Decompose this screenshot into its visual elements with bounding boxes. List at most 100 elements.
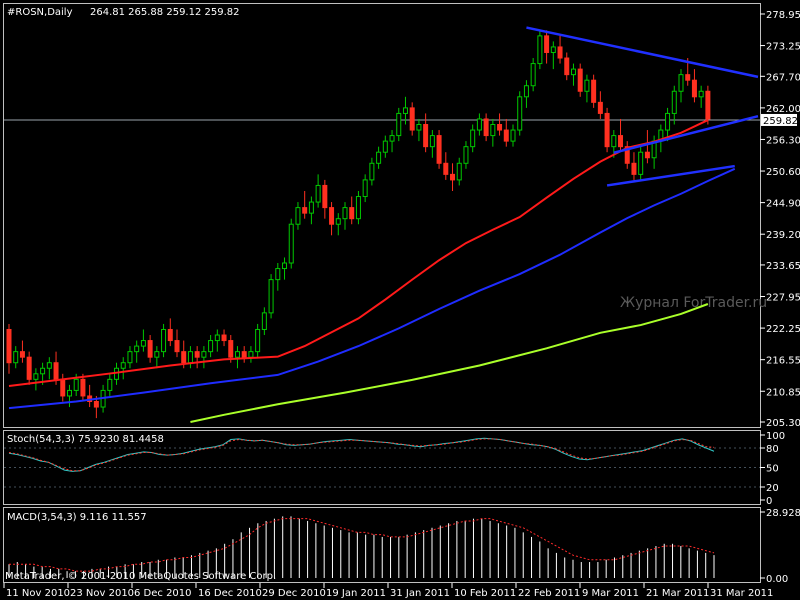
candle — [436, 130, 442, 169]
candle — [591, 74, 597, 108]
candle — [456, 157, 462, 186]
candle — [241, 346, 247, 363]
stoch-tick-label: 100 — [766, 431, 785, 442]
candle — [87, 384, 93, 408]
candle — [120, 357, 126, 380]
candle — [308, 196, 314, 225]
stoch-tick-label: 50 — [766, 464, 779, 475]
candle — [19, 340, 25, 363]
moving-average-mid — [8, 167, 736, 410]
trendline[interactable] — [526, 26, 759, 79]
candle — [174, 329, 180, 358]
date-tick-label: 29 Dec 2010 — [262, 588, 326, 599]
price-tick-label: 278.95 — [766, 10, 800, 21]
candle — [389, 130, 395, 153]
candle — [463, 141, 469, 169]
candle — [255, 323, 261, 358]
stoch-tick-label: 80 — [766, 444, 779, 455]
candle — [355, 190, 361, 225]
price-tick-label: 210.85 — [766, 387, 800, 398]
candle — [429, 130, 435, 158]
trendline[interactable] — [606, 164, 735, 187]
candle — [450, 163, 456, 191]
candle — [510, 124, 516, 147]
candle — [631, 152, 637, 180]
current-price-label: 259.82 — [763, 116, 798, 127]
candle — [678, 69, 684, 103]
macd-indicator[interactable] — [8, 516, 715, 578]
candle — [221, 329, 227, 347]
candle — [624, 141, 630, 169]
candle — [691, 69, 697, 103]
candle — [402, 96, 408, 125]
candle — [382, 135, 388, 158]
candle — [342, 202, 348, 230]
candle — [376, 146, 382, 169]
ohlc-readout: 264.81 265.88 259.12 259.82 — [90, 7, 240, 18]
candle — [201, 346, 207, 369]
date-tick-label: 31 Mar 2011 — [710, 588, 773, 599]
price-axis: 278.95 273.25 267.70 262.00 256.30 250.60 244.… — [760, 10, 800, 585]
candle — [46, 357, 52, 380]
trendline[interactable] — [613, 114, 759, 154]
macd-panel-frame — [3, 507, 761, 583]
candle — [557, 35, 563, 64]
candle — [550, 41, 556, 70]
candle — [302, 190, 308, 219]
candle — [517, 91, 523, 136]
candle — [322, 179, 328, 219]
candle — [214, 329, 220, 352]
candle — [396, 107, 402, 142]
date-tick-label: 16 Dec 2010 — [198, 588, 262, 599]
candle — [544, 30, 550, 64]
candle — [154, 346, 160, 369]
stoch-tick-label: 20 — [766, 483, 779, 494]
price-tick-label: 222.25 — [766, 324, 800, 335]
price-tick-label: 227.95 — [766, 293, 800, 304]
candle — [638, 146, 644, 180]
date-tick-label: 11 Nov 2010 — [6, 588, 70, 599]
price-tick-label: 250.60 — [766, 167, 800, 178]
candle — [597, 91, 603, 119]
candle — [66, 384, 72, 408]
candle — [80, 373, 86, 402]
candle — [618, 118, 624, 153]
price-tick-label: 273.25 — [766, 42, 800, 53]
stochastic-indicator[interactable] — [4, 437, 760, 488]
date-tick-label: 10 Feb 2011 — [454, 588, 516, 599]
candle — [644, 130, 650, 164]
stoch-title: Stoch(54,3,3) 75.9230 81.4458 — [7, 434, 164, 445]
candle — [275, 263, 281, 291]
candle — [167, 318, 173, 347]
macd-tick-label: 28.928 — [766, 508, 800, 519]
date-tick-label: 9 Mar 2011 — [582, 588, 639, 599]
date-tick-label: 21 Mar 2011 — [646, 588, 709, 599]
candle — [261, 307, 267, 336]
candle — [33, 368, 39, 391]
price-chart[interactable] — [4, 26, 760, 423]
copyright-text: MetaTrader, © 2001-2010 MetaQuotes Softw… — [5, 571, 276, 582]
watermark: Журнал ForTrader.ru — [620, 295, 767, 311]
candle — [127, 346, 133, 369]
price-tick-label: 233.65 — [766, 261, 800, 272]
candle — [665, 107, 671, 142]
candle — [349, 196, 355, 225]
time-axis: 11 Nov 2010 23 Nov 2010 6 Dec 2010 16 Dec 2… — [3, 583, 773, 599]
macd-tick-label: 0.00 — [766, 574, 788, 585]
candle — [6, 323, 12, 374]
price-tick-label: 239.20 — [766, 230, 800, 241]
candle — [604, 107, 610, 153]
candle — [208, 335, 214, 358]
candle — [234, 346, 240, 369]
candle — [362, 174, 368, 203]
price-tick-label: 256.30 — [766, 135, 800, 146]
stoch-signal-line — [8, 438, 715, 472]
macd-title: MACD(3,54,3) 9.116 11.557 — [7, 512, 147, 523]
candle — [611, 130, 617, 158]
candle — [490, 118, 496, 147]
candle — [523, 80, 529, 108]
moving-average-short — [8, 119, 709, 387]
candle — [570, 63, 576, 86]
macd-signal-line — [9, 518, 715, 572]
